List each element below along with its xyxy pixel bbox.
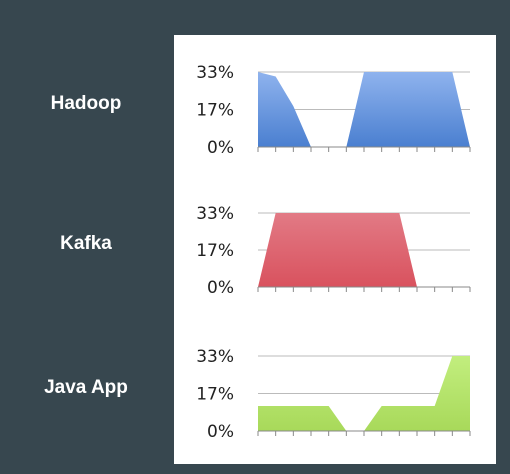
charts-panel: 33% 17% 0% 33% 17% 0% 33% 17% 0% xyxy=(174,35,496,464)
y-tick-label-hadoop-2: 0% xyxy=(207,138,234,158)
y-tick-label-kafka-1: 17% xyxy=(196,241,234,261)
row-label-kafka: Kafka xyxy=(60,233,112,254)
y-tick-label-java-app-1: 17% xyxy=(196,385,234,405)
y-tick-label-java-app-0: 33% xyxy=(196,347,234,367)
row-label-java-app: Java App xyxy=(44,377,128,398)
charts-svg: 33% 17% 0% 33% 17% 0% 33% 17% 0% xyxy=(196,63,471,442)
area-java-app xyxy=(258,356,470,431)
y-tick-label-java-app-2: 0% xyxy=(207,422,234,442)
y-tick-label-kafka-2: 0% xyxy=(207,278,234,298)
row-label-hadoop: Hadoop xyxy=(50,93,122,114)
y-tick-label-kafka-0: 33% xyxy=(196,204,234,224)
y-tick-label-hadoop-1: 17% xyxy=(196,101,234,121)
area-hadoop xyxy=(258,72,470,147)
y-tick-label-hadoop-0: 33% xyxy=(196,63,234,83)
area-kafka xyxy=(258,213,470,287)
